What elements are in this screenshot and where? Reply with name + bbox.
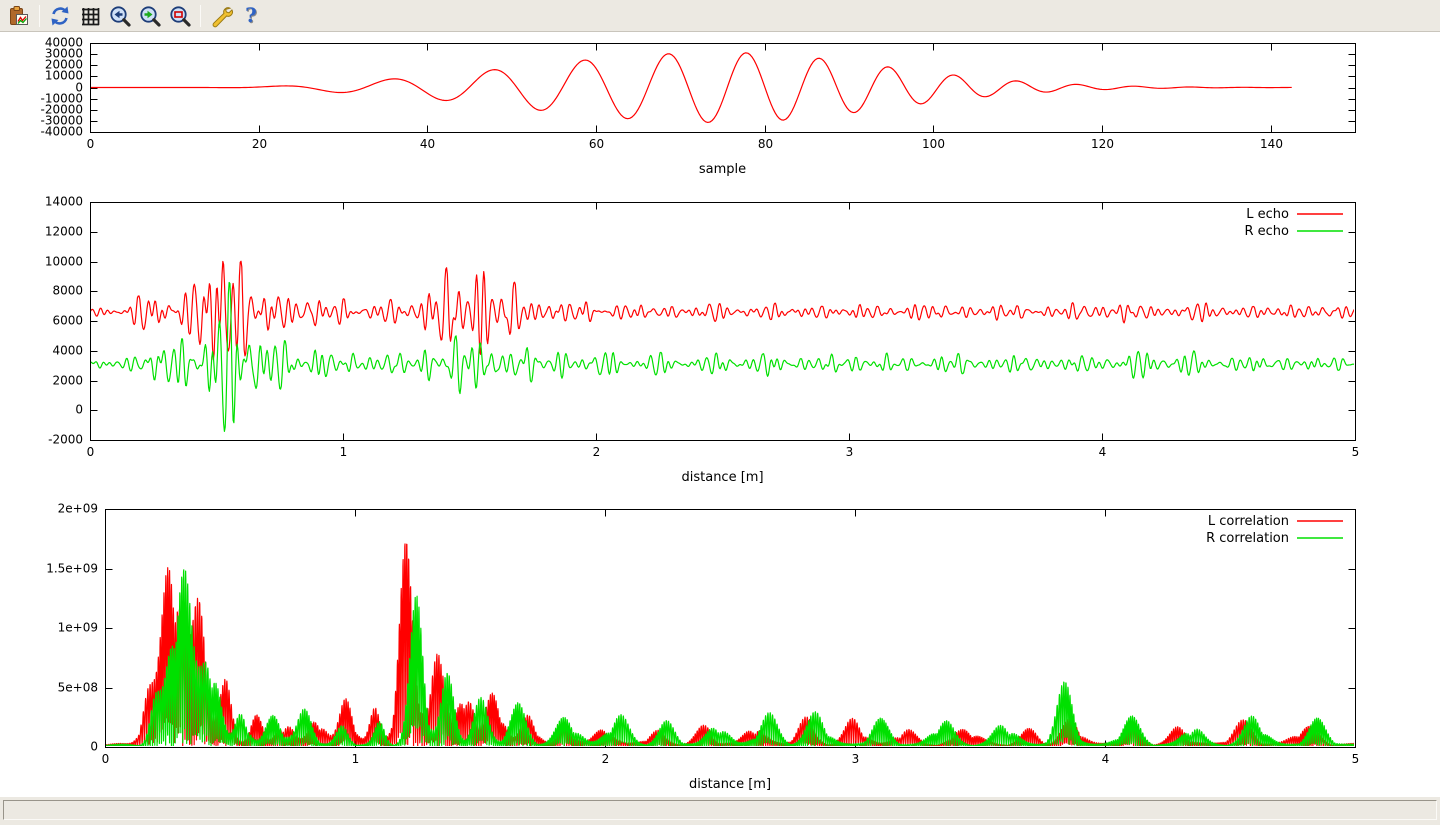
- clipboard-chart-icon: [10, 5, 28, 25]
- magnifier-right-arrow-icon: [140, 5, 161, 27]
- status-bar: [0, 797, 1440, 825]
- help-button[interactable]: ? ?: [236, 2, 266, 30]
- svg-text:?: ?: [245, 4, 257, 27]
- zoom-previous-button[interactable]: [105, 2, 135, 30]
- toggle-grid-button[interactable]: [75, 2, 105, 30]
- configure-button[interactable]: [206, 2, 236, 30]
- refresh-icon: [51, 6, 69, 25]
- reset-zoom-button[interactable]: [165, 2, 195, 30]
- grid-icon: [82, 7, 100, 25]
- status-message: [3, 800, 1437, 820]
- magnifier-left-arrow-icon: [110, 5, 131, 27]
- plot-area: [0, 32, 1440, 797]
- question-mark-icon: ? ?: [245, 4, 258, 28]
- magnifier-region-icon: [170, 5, 191, 27]
- toolbar: ? ?: [0, 0, 1440, 32]
- copy-plot-button[interactable]: [4, 2, 34, 30]
- replot-button[interactable]: [45, 2, 75, 30]
- toolbar-separator: [200, 4, 201, 27]
- plots-canvas[interactable]: [0, 32, 1440, 797]
- wrench-icon: [212, 6, 233, 27]
- zoom-next-button[interactable]: [135, 2, 165, 30]
- toolbar-separator: [39, 4, 40, 27]
- svg-text:?: ?: [246, 4, 258, 28]
